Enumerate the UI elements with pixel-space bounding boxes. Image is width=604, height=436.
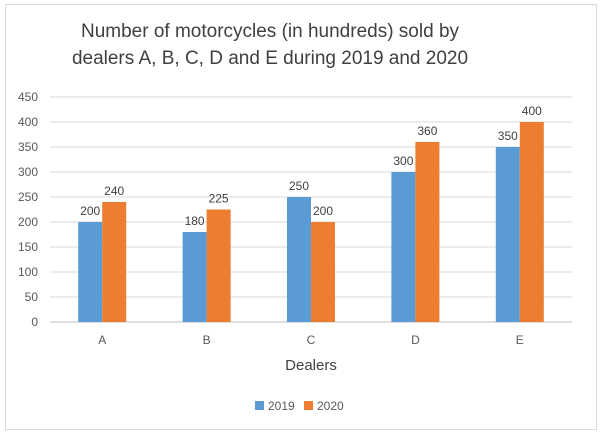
bar-2019-E (495, 147, 520, 322)
x-tick-label: C (307, 333, 316, 347)
bar-2019-B (182, 232, 207, 322)
y-tick-label: 150 (18, 240, 38, 254)
legend-label: 2020 (317, 399, 344, 413)
bar-2020-C (311, 222, 335, 322)
y-tick-label: 350 (18, 140, 38, 154)
legend-label: 2019 (268, 399, 295, 413)
chart-title-line-1: Number of motorcycles (in hundreds) sold… (80, 21, 460, 42)
bar-2020-B (206, 209, 231, 322)
bar-2020-A (102, 202, 127, 322)
data-label: 360 (417, 124, 437, 138)
data-label: 250 (289, 179, 309, 193)
bar-2020-E (519, 122, 544, 322)
data-label: 400 (522, 104, 542, 118)
y-tick-label: 0 (31, 315, 38, 329)
x-axis-label: Dealers (285, 357, 337, 374)
legend: 2019 2020 (255, 399, 344, 413)
x-axis-ticks: A B C D E (98, 333, 524, 347)
legend-swatch-2019 (255, 401, 264, 410)
legend-swatch-2020 (304, 401, 313, 410)
data-label: 225 (209, 192, 229, 206)
x-tick-label: B (203, 333, 211, 347)
chart-title-line-2: dealers A, B, C, D and E during 2019 and… (71, 48, 469, 69)
data-label: 300 (393, 154, 413, 168)
x-tick-label: D (411, 333, 420, 347)
data-labels: 200 240 180 225 250 200 300 360 350 400 (80, 104, 542, 228)
y-tick-label: 100 (18, 265, 38, 279)
bar-2019-C (287, 197, 311, 322)
y-tick-label: 450 (18, 90, 38, 104)
data-label: 240 (104, 184, 124, 198)
y-tick-label: 250 (18, 190, 38, 204)
x-tick-label: E (516, 333, 524, 347)
chart-title: Number of motorcycles (in hundreds) sold… (0, 18, 540, 72)
data-label: 200 (80, 204, 100, 218)
y-tick-label: 300 (18, 165, 38, 179)
data-label: 350 (498, 129, 518, 143)
bar-2019-A (78, 222, 103, 322)
y-tick-label: 50 (25, 290, 39, 304)
bar-2020-D (415, 142, 440, 322)
x-tick-label: A (98, 333, 106, 347)
y-tick-label: 200 (18, 215, 38, 229)
bar-2019-D (391, 172, 416, 322)
data-label: 200 (313, 204, 333, 218)
y-tick-label: 400 (18, 115, 38, 129)
y-axis-ticks: 0 50 100 150 200 250 300 350 400 450 (18, 90, 38, 329)
data-label: 180 (185, 214, 205, 228)
bars (78, 122, 544, 322)
